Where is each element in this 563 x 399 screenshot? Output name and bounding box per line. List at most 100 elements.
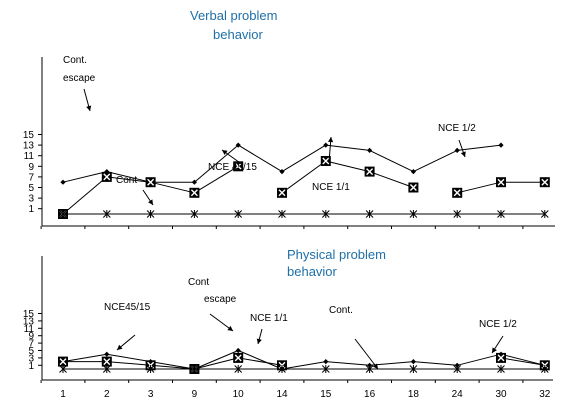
data-point-asterisk [146,365,155,373]
y-tick-label: 11 [24,324,35,335]
annotation: Cont escape [188,277,237,332]
data-point-asterisk [453,210,462,218]
chart-title-line: Verbal problem [190,8,277,23]
series-line-segment [194,350,239,370]
series-line-segment [500,353,545,366]
data-point-asterisk [365,365,374,373]
marker-cross [234,354,242,362]
series-asterisk [59,210,549,218]
annotation-line: NCE45/15 [104,302,151,313]
annotation-line: NCE 1/2 [479,319,517,330]
annotation: Cont. escape [63,55,96,112]
annotation: NCE 45/15 [208,149,257,173]
series-asterisk [59,365,549,373]
data-point-asterisk [102,210,111,218]
series-line-segment [281,361,326,370]
series-line-segment [106,361,151,366]
data-point-asterisk [497,210,505,218]
data-point-diamond [454,147,460,153]
annotation-arrow-head [86,105,92,111]
data-point-asterisk [453,365,462,373]
chart-title: Physical problem behavior [287,247,386,279]
marker-cross [366,168,374,176]
annotation-arrow-head [222,150,228,156]
marker-star [365,210,374,218]
data-point-boxed-x [58,356,68,367]
annotation-line: NCE 1/1 [312,182,350,193]
marker-star [321,210,330,218]
annotation: NCE 1/1 [312,136,350,193]
x-tick-label: 14 [276,389,288,399]
data-point-asterisk [190,210,199,218]
annotation: Cont [116,175,154,206]
annotation-label: NCE 1/2 [438,123,476,134]
x-tick-label: 16 [364,389,376,399]
series-line-segment [457,353,502,366]
chart-title: Verbal problem behavior [190,8,277,42]
marker-cross [234,162,242,170]
data-point-asterisk [146,210,155,218]
annotation-line: NCE 1/1 [250,313,288,324]
annotation-arrow-head [460,151,466,157]
series-line-segment [325,160,370,173]
marker-cross [541,178,549,186]
data-point-boxed-x [233,352,244,363]
data-point-boxed-x [233,161,244,172]
y-tick-label: 9 [28,331,34,342]
annotation-label: Cont [116,175,137,186]
data-point-asterisk [540,365,549,373]
annotation-label: Cont. escape [63,55,96,84]
annotation-label: NCE 1/2 [479,319,517,330]
data-point-asterisk [59,365,67,373]
data-point-diamond [410,359,416,365]
marker-cross [278,189,286,197]
marker-star [190,210,199,218]
data-point-asterisk [278,210,286,218]
marker-star [190,365,199,373]
series-line-segment [325,144,370,151]
x-tick-label: 10 [233,389,245,399]
data-point-asterisk [497,365,505,373]
series-line-segment [62,353,107,363]
annotation-arrow-head [227,325,233,331]
x-tick-label: 32 [539,389,551,399]
data-point-diamond [279,169,285,175]
x-tick-label: 3 [148,389,154,399]
annotation-label: NCE45/15 [104,302,151,313]
data-point-asterisk [234,365,243,373]
data-point-boxed-x [277,187,287,198]
marker-star [278,210,286,218]
series-line-segment [150,181,195,194]
marker-star [102,210,111,218]
annotation: NCE45/15 [104,302,151,351]
series-line-segment [106,171,151,183]
marker-cross [497,354,505,362]
series-line-segment [237,144,283,173]
annotation: NCE 1/1 [250,313,288,345]
y-tick-label: 15 [23,130,35,141]
annotation-line: Cont. [63,55,87,66]
series-line-segment [369,149,414,173]
data-point-asterisk [278,365,286,373]
x-tick-label: 18 [408,389,420,399]
data-point-asterisk [409,365,418,373]
data-point-boxed-x [320,156,331,166]
y-tick-label: 1 [28,204,34,215]
chart-title-line: behavior [287,264,338,279]
series-line-segment [457,144,502,151]
series-line-segment [62,176,108,215]
series-line-segment [150,361,195,370]
data-point-asterisk [321,365,330,373]
marker-cross [59,358,67,366]
data-point-boxed-x [496,352,506,363]
series-line-segment [413,149,458,173]
annotation-label: NCE 45/15 [208,162,257,173]
marker-star [540,365,549,373]
y-tick-label: 3 [28,353,34,364]
annotation-label: Cont. [329,305,353,316]
marker-star [234,210,243,218]
annotation: NCE 1/2 [479,319,517,354]
data-point-asterisk [365,210,374,218]
series-boxed-x [58,352,550,374]
marker-cross [147,178,155,186]
